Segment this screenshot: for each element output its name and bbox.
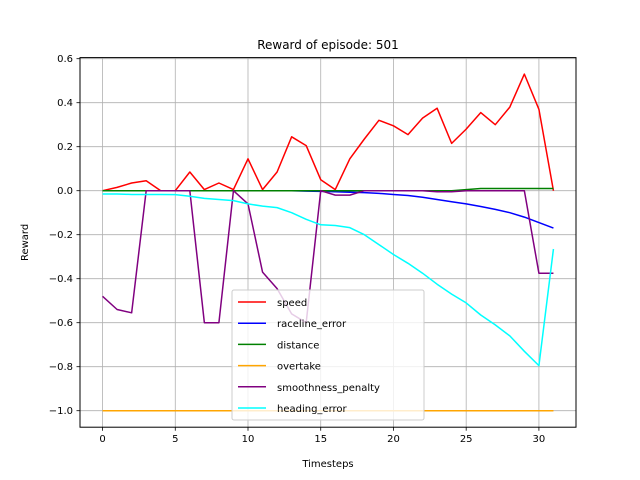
- x-axis-label: Timesteps: [301, 459, 353, 470]
- legend-label: speed: [277, 298, 307, 309]
- legend: speed raceline_error distance overtake smoot…: [231, 289, 425, 421]
- series-line-heading-error: [102, 193, 555, 367]
- y-tick-label: −0.2: [49, 230, 73, 241]
- y-tick-label: −0.6: [49, 318, 73, 329]
- series-lines: [102, 73, 555, 412]
- ticks: 0 5 10 15 20 25 30 −1.0 −0.8 −0.6 −0.4 −0.2 0.0 0.2 0.…: [49, 54, 546, 445]
- y-tick-label: −0.4: [49, 274, 73, 285]
- y-tick-label: 0.6: [57, 54, 73, 65]
- x-tick-label: 0: [99, 434, 105, 445]
- x-tick-label: 30: [533, 434, 546, 445]
- legend-label: overtake: [277, 362, 321, 373]
- legend-label: distance: [277, 340, 319, 351]
- y-tick-label: 0.2: [57, 142, 73, 153]
- legend-label: heading_error: [277, 404, 348, 415]
- y-tick-label: −0.8: [49, 362, 73, 373]
- series-line-speed: [102, 73, 555, 192]
- x-tick-label: 10: [242, 434, 255, 445]
- x-tick-label: 15: [314, 434, 327, 445]
- y-axis-label: Reward: [20, 224, 31, 261]
- y-tick-label: 0.4: [57, 98, 73, 109]
- series-line-smoothness-penalty: [102, 189, 554, 324]
- plot-frame: [79, 57, 577, 428]
- legend-box: [231, 289, 425, 421]
- x-tick-label: 20: [387, 434, 400, 445]
- legend-label: smoothness_penalty: [277, 383, 380, 394]
- y-tick-label: −1.0: [49, 406, 73, 417]
- x-tick-label: 5: [172, 434, 178, 445]
- y-tick-label: 0.0: [57, 186, 73, 197]
- legend-label: raceline_error: [277, 319, 347, 330]
- x-tick-label: 25: [460, 434, 473, 445]
- chart-title: Reward of episode: 501: [257, 38, 399, 52]
